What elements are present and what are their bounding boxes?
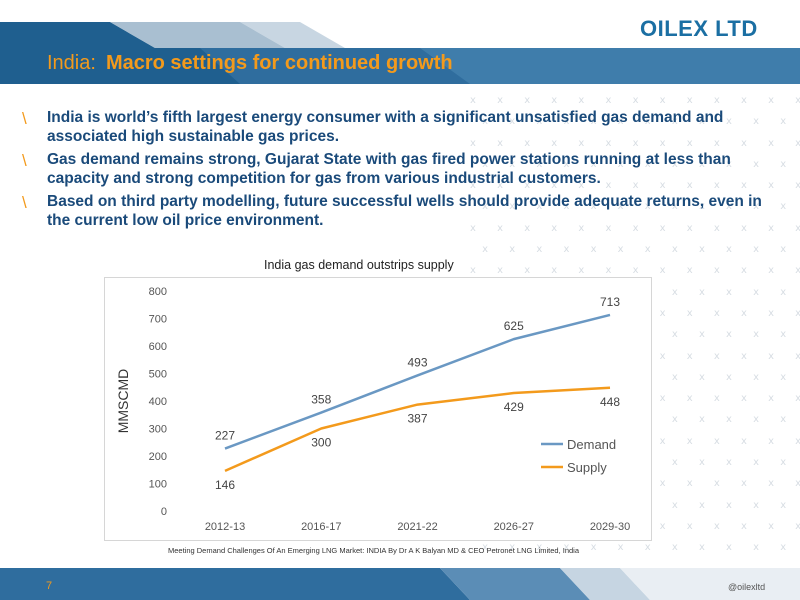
- data-label-supply: 429: [504, 400, 524, 414]
- bullet-item: \ Gas demand remains strong, Gujarat Sta…: [22, 150, 772, 188]
- chart-title: India gas demand outstrips supply: [264, 258, 454, 272]
- bullet-text: Gas demand remains strong, Gujarat State…: [47, 151, 731, 187]
- data-label-supply: 448: [600, 395, 620, 409]
- source-citation: Meeting Demand Challenges Of An Emerging…: [168, 546, 580, 555]
- data-label-demand: 713: [600, 295, 620, 309]
- x-tick-label: 2029-30: [590, 521, 630, 533]
- footer-banner: [0, 568, 800, 600]
- legend-label-supply: Supply: [567, 460, 607, 475]
- data-label-supply: 387: [407, 412, 427, 426]
- x-tick-label: 2016-17: [301, 521, 341, 533]
- bullet-item: \ Based on third party modelling, future…: [22, 192, 772, 230]
- series-line-supply: [224, 386, 611, 472]
- page-number: 7: [46, 580, 53, 592]
- y-axis-label: MMSCMD: [115, 369, 131, 434]
- data-label-demand: 227: [215, 429, 235, 443]
- y-tick-label: 0: [161, 506, 167, 518]
- y-tick-label: 800: [149, 286, 167, 298]
- data-label-demand: 358: [311, 393, 331, 407]
- y-tick-label: 500: [149, 369, 167, 381]
- social-handle: @oilexltd: [728, 582, 766, 592]
- y-tick-label: 600: [149, 341, 167, 353]
- chart-area: MMSCMD 0 100 200 300 400 500 600 700 800 2012-13 20…: [104, 277, 652, 541]
- x-tick-label: 2012-13: [205, 521, 245, 533]
- x-tick-label: 2021-22: [397, 521, 437, 533]
- bullet-text: Based on third party modelling, future s…: [47, 193, 762, 229]
- data-label-demand: 493: [407, 355, 427, 369]
- data-label-supply: 300: [311, 436, 331, 450]
- x-tick-label: 2026-27: [494, 521, 534, 533]
- y-tick-label: 400: [149, 396, 167, 408]
- y-tick-label: 200: [149, 451, 167, 463]
- y-tick-label: 100: [149, 479, 167, 491]
- bullet-marker: \: [22, 193, 27, 212]
- y-tick-label: 300: [149, 424, 167, 436]
- line-chart: MMSCMD 0 100 200 300 400 500 600 700 800 2012-13 20…: [115, 286, 630, 533]
- title-main: Macro settings for continued growth: [105, 52, 453, 74]
- bullet-marker: \: [22, 151, 27, 170]
- page-title: India: Macro settings for continued growt…: [47, 52, 453, 75]
- data-label-demand: 625: [504, 319, 524, 333]
- header-banner: [0, 22, 800, 84]
- bullet-marker: \: [22, 109, 27, 128]
- bullet-item: \ India is world’s fifth largest energy …: [22, 108, 772, 146]
- legend-label-demand: Demand: [567, 437, 616, 452]
- bullet-list: \ India is world’s fifth largest energy …: [22, 108, 772, 234]
- bullet-text: India is world’s fifth largest energy co…: [47, 109, 724, 145]
- title-prefix: India:: [47, 52, 96, 74]
- company-logo: OILEX LTD: [640, 16, 758, 41]
- y-tick-label: 700: [149, 314, 167, 326]
- series-line-demand: [224, 313, 611, 450]
- data-label-supply: 146: [215, 478, 235, 492]
